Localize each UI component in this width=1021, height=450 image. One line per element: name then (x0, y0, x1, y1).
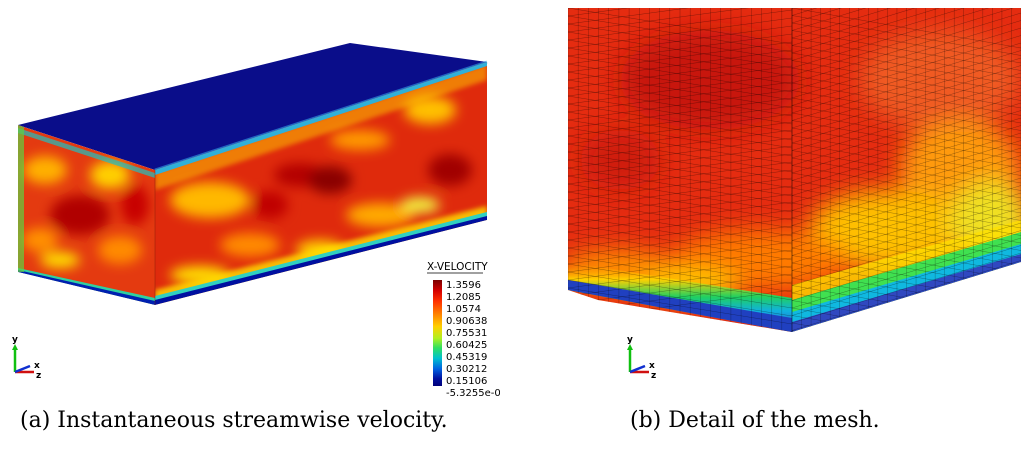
triad-b-z-label: z (651, 371, 656, 381)
legend-tick-1: 1.2085 (446, 292, 481, 303)
mesh-detail-render: y x z (568, 8, 1021, 381)
top-face (18, 43, 487, 170)
panel-b: y x z (560, 0, 1021, 400)
axis-triad-a: y x z (12, 335, 41, 381)
axis-triad-b: y x z (627, 335, 656, 381)
triad-y-label: y (12, 335, 18, 345)
legend-colorbar (433, 280, 442, 386)
legend-tick-6: 0.45319 (446, 352, 487, 363)
triad-z-label: z (36, 371, 41, 381)
legend-tick-7: 0.30212 (446, 364, 487, 375)
triad-b-x-label: x (649, 361, 655, 371)
legend-tick-2: 1.0574 (446, 304, 481, 315)
legend-tick-8: 0.15106 (446, 376, 487, 387)
legend-tick-4: 0.75531 (446, 328, 487, 339)
channel-box-render: X-VELOCITY 1.3596 1.2085 1.0574 0.90638 … (12, 43, 500, 399)
legend-tick-0: 1.3596 (446, 280, 481, 291)
velocity-legend: X-VELOCITY 1.3596 1.2085 1.0574 0.90638 … (427, 261, 500, 399)
triad-b-y-label: y (627, 335, 633, 345)
legend-tick-3: 0.90638 (446, 316, 487, 327)
legend-tick-5: 0.60425 (446, 340, 487, 351)
caption-a: (a) Instantaneous streamwise velocity. (20, 408, 448, 433)
mesh-grid-side (792, 8, 1021, 332)
panel-a: X-VELOCITY 1.3596 1.2085 1.0574 0.90638 … (0, 0, 500, 400)
side-face (155, 62, 487, 305)
legend-title: X-VELOCITY (427, 261, 488, 273)
caption-b: (b) Detail of the mesh. (630, 408, 880, 433)
legend-tick-9: -5.3255e-07 (446, 388, 500, 399)
front-face (18, 125, 155, 305)
triad-x-label: x (34, 361, 40, 371)
mesh-grid-front (568, 8, 792, 332)
